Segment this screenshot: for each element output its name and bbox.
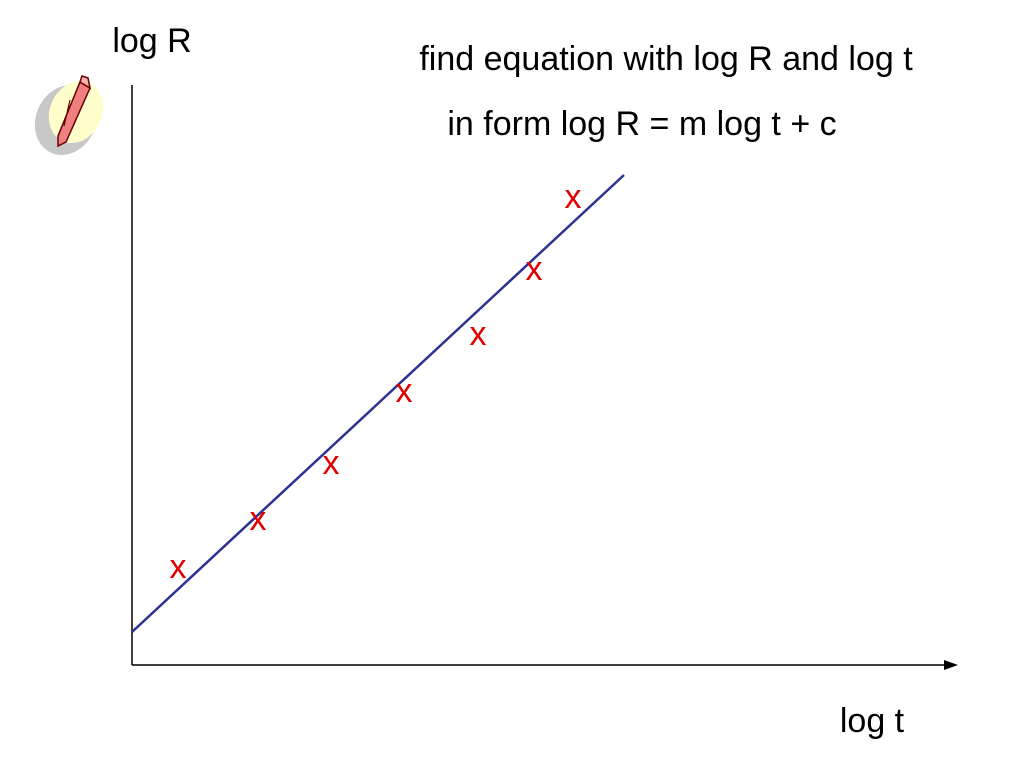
y-axis-label: log R bbox=[112, 22, 191, 60]
point-marker: x bbox=[470, 315, 487, 353]
x-axis-label: log t bbox=[840, 702, 905, 740]
point-marker: x bbox=[323, 444, 340, 482]
x-axis-arrow bbox=[944, 660, 958, 670]
point-marker: x bbox=[250, 500, 267, 538]
point-marker: x bbox=[170, 548, 187, 586]
point-marker: x bbox=[565, 178, 582, 216]
instruction-line: in form log R = m log t + c bbox=[447, 105, 836, 143]
point-marker: x bbox=[396, 372, 413, 410]
instruction-line: find equation with log R and log t bbox=[419, 40, 913, 78]
point-marker: x bbox=[526, 250, 543, 288]
best-fit-line bbox=[131, 174, 625, 633]
pencil-icon bbox=[34, 75, 104, 156]
